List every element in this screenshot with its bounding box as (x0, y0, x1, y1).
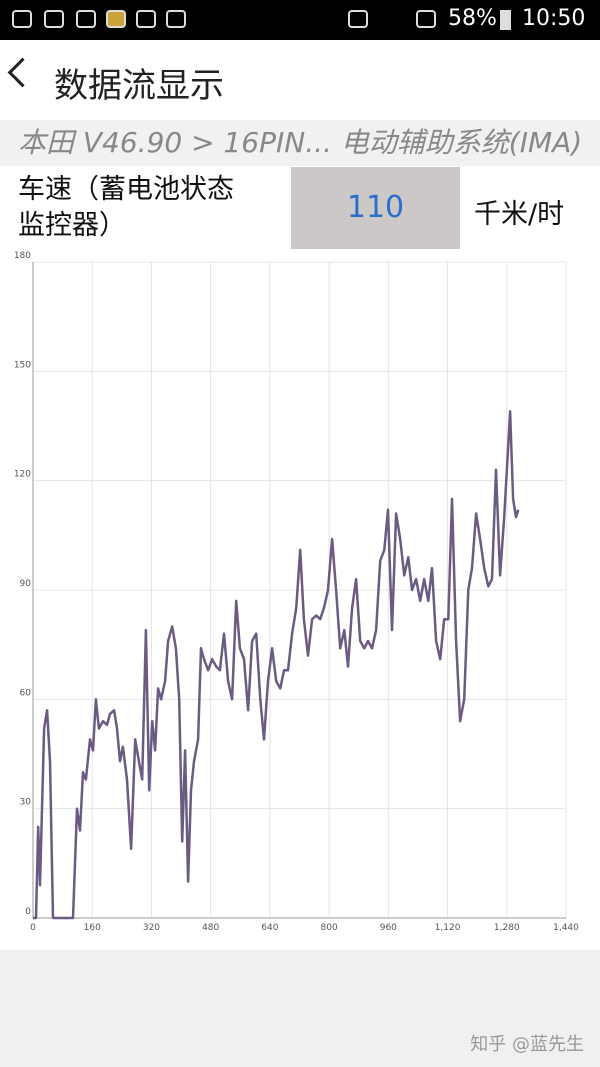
x-tick-label: 480 (202, 923, 219, 933)
x-tick-label: 1,120 (435, 923, 461, 933)
y-tick-label: 150 (14, 360, 31, 370)
x-tick-label: 640 (261, 923, 278, 933)
x-tick-label: 320 (143, 923, 160, 933)
back-button[interactable] (7, 57, 38, 88)
y-tick-label: 180 (14, 251, 31, 261)
notification-icon (136, 10, 156, 28)
status-icon (348, 10, 368, 28)
notification-icon (44, 10, 64, 28)
x-tick-label: 0 (30, 923, 36, 933)
x-tick-label: 960 (380, 923, 397, 933)
chart: 0 30 60 90 120 150 180 0 160 320 480 640 800 960 1,120… (14, 251, 579, 933)
x-tick-label: 1,280 (494, 923, 520, 933)
breadcrumb: 本田 V46.90 > 16PIN... 电动辅助系统(IMA) (0, 120, 600, 166)
status-bar: 58% 10:50 (0, 0, 600, 40)
page-title: 数据流显示 (54, 66, 224, 106)
sensor-label: 车速（蓄电池状态 监控器） (18, 172, 234, 244)
x-tick-label: 160 (84, 923, 101, 933)
sensor-label-line: 监控器） (18, 210, 126, 241)
notification-icon (76, 10, 96, 28)
battery: 58% (448, 6, 497, 31)
x-tick-label: 1,440 (553, 923, 579, 933)
app-bar: 数据流显示 (0, 40, 600, 118)
y-tick-label: 120 (14, 470, 31, 480)
x-tick-label: 800 (321, 923, 338, 933)
watermark: 知乎 @蓝先生 (470, 1034, 584, 1055)
y-tick-label: 0 (25, 907, 31, 917)
sensor-value: 110 (291, 167, 460, 249)
notification-icon (166, 10, 186, 28)
y-tick-label: 90 (20, 579, 32, 589)
footer: 知乎 @蓝先生 (0, 950, 600, 1067)
battery-icon (500, 10, 511, 30)
data-line (33, 410, 520, 920)
status-icon (416, 10, 436, 28)
notification-icon (106, 10, 126, 28)
y-tick-label: 30 (20, 798, 32, 808)
sensor-unit: 千米/时 (474, 199, 565, 230)
sensor-label-line: 车速（蓄电池状态 (18, 174, 234, 205)
time: 10:50 (522, 6, 586, 31)
notification-icon (12, 10, 32, 28)
y-tick-label: 60 (20, 688, 32, 698)
